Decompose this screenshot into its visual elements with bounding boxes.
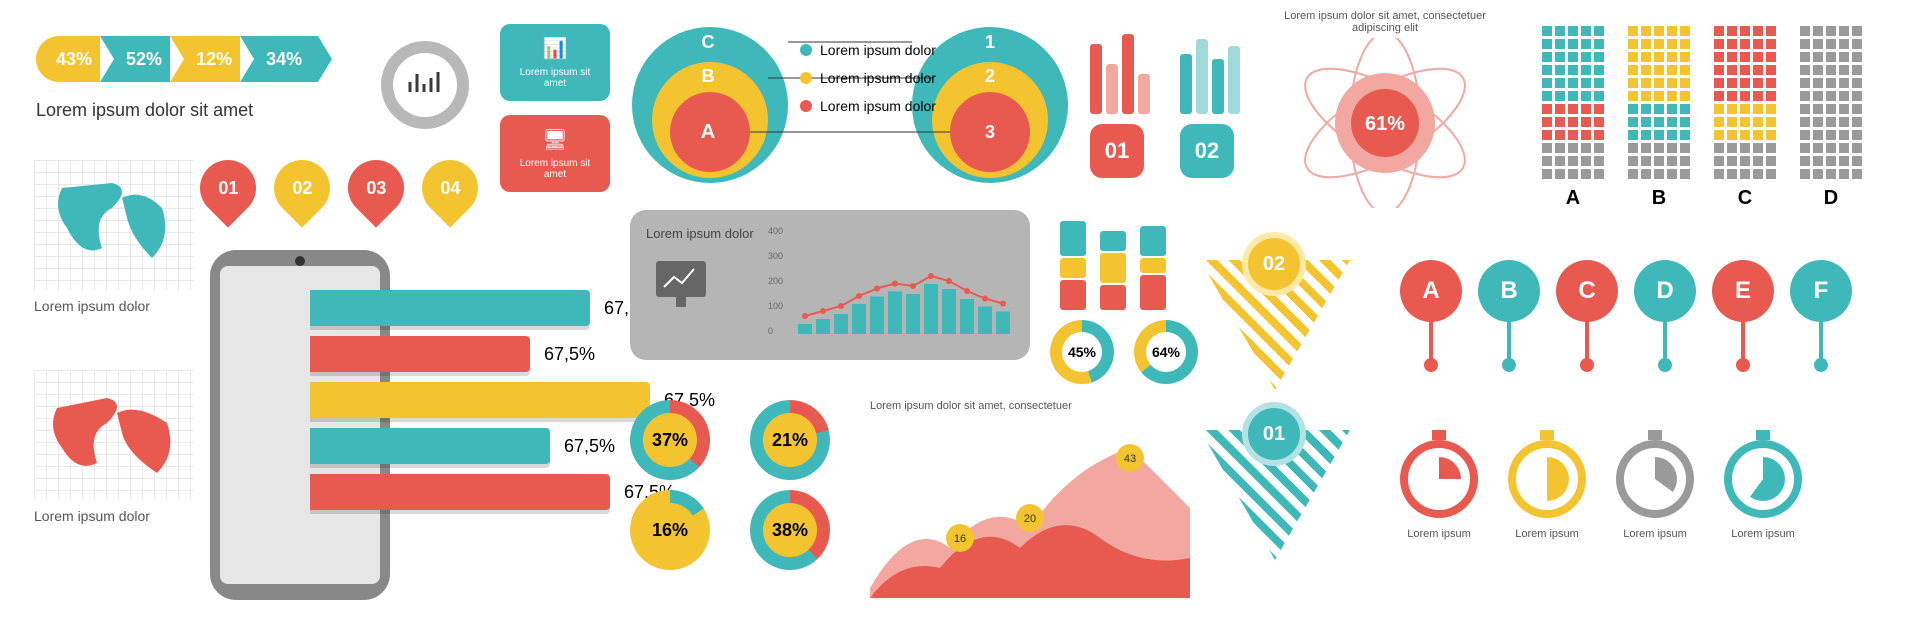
svg-text:100: 100	[768, 301, 783, 311]
triangle-01: 01	[1200, 430, 1350, 560]
info-cards: 📊Lorem ipsum sit amet 🖥Lorem ipsum sit am…	[500, 24, 610, 206]
grid-columns: ABCD	[1530, 26, 1874, 210]
grid-col-B: B	[1624, 26, 1694, 210]
arrow-step-2: 12%	[170, 36, 248, 82]
svg-text:2: 2	[985, 66, 995, 86]
gear-icon	[370, 30, 480, 145]
arrow-step-1: 52%	[100, 36, 178, 82]
grid-col-D: D	[1796, 26, 1866, 210]
vbar-set-0: 01	[1090, 24, 1150, 178]
arrow-step-3: 34%	[240, 36, 318, 82]
letter-pin-E: E	[1712, 260, 1774, 322]
vbar-set-1: 02	[1180, 24, 1240, 178]
svg-text:400: 400	[768, 226, 783, 236]
stopwatch-1: Lorem ipsum	[1508, 440, 1586, 540]
legend-item-2: Lorem ipsum dolor	[800, 98, 936, 114]
small-donut-1: 64%	[1134, 320, 1198, 384]
svg-text:B: B	[702, 66, 715, 86]
pin-01: 01	[188, 148, 267, 227]
stopwatch-0: Lorem ipsum	[1400, 440, 1478, 540]
stacked-bar-0	[1060, 219, 1086, 310]
percentage-donuts: 37%21%16%38%	[630, 400, 850, 570]
dashboard-panel: Lorem ipsum dolor 4003002001000	[630, 210, 1030, 360]
stopwatch-2: Lorem ipsum	[1616, 440, 1694, 540]
stopwatches: Lorem ipsum Lorem ipsum Lorem ipsum Lorem i…	[1400, 440, 1802, 540]
stopwatch-3: Lorem ipsum	[1724, 440, 1802, 540]
svg-text:1: 1	[985, 32, 995, 52]
info-card-1: 🖥Lorem ipsum sit amet	[500, 115, 610, 192]
big-donut-0: 37%	[630, 400, 730, 480]
svg-text:61%: 61%	[1365, 113, 1405, 135]
number-pins: 01020304	[200, 160, 478, 216]
area-chart: Lorem ipsum dolor sit amet, consectetuer…	[870, 400, 1190, 603]
letter-pin-F: F	[1790, 260, 1852, 322]
pin-03: 03	[336, 148, 415, 227]
svg-text:20: 20	[1024, 513, 1036, 525]
triangle-02: 02	[1200, 260, 1350, 390]
small-donuts: 45% 64%	[1050, 320, 1198, 384]
grid-col-A: A	[1538, 26, 1608, 210]
svg-text:200: 200	[768, 276, 783, 286]
grid-col-C: C	[1710, 26, 1780, 210]
svg-text:16: 16	[954, 533, 966, 545]
letter-pin-A: A	[1400, 260, 1462, 322]
pin-04: 04	[410, 148, 489, 227]
map-1: Lorem ipsum dolor	[34, 160, 194, 314]
letter-pins: ABCDEF	[1400, 260, 1852, 322]
arrow-steps: 43%52%12%34% Lorem ipsum dolor sit amet	[36, 36, 310, 121]
svg-text:300: 300	[768, 251, 783, 261]
big-donut-2: 16%	[630, 490, 730, 570]
stacked-bar-2	[1140, 224, 1166, 310]
arrow-step-0: 43%	[36, 36, 108, 82]
vertical-bar-sets: 0102	[1090, 24, 1240, 178]
svg-text:0: 0	[768, 326, 773, 336]
svg-text:3: 3	[985, 122, 995, 142]
svg-text:A: A	[701, 121, 715, 143]
arrow-caption: Lorem ipsum dolor sit amet	[36, 100, 310, 121]
nested-circles: C B A 1 2 3 Lorem ipsum dolor Lorem ipsum…	[630, 20, 1070, 195]
letter-pin-C: C	[1556, 260, 1618, 322]
atom-chart: Lorem ipsum dolor sit amet, consectetuer…	[1270, 10, 1500, 213]
pin-02: 02	[262, 148, 341, 227]
small-donut-0: 45%	[1050, 320, 1114, 384]
stacked-bars	[1060, 210, 1166, 310]
big-donut-3: 38%	[750, 490, 850, 570]
big-donut-1: 21%	[750, 400, 850, 480]
info-card-0: 📊Lorem ipsum sit amet	[500, 24, 610, 101]
letter-pin-D: D	[1634, 260, 1696, 322]
phone-bar-chart: 67,5%67,5%67,5%67,5%67,5%	[210, 250, 390, 600]
svg-text:43: 43	[1124, 453, 1136, 465]
svg-text:C: C	[702, 32, 715, 52]
map-2: Lorem ipsum dolor	[34, 370, 194, 524]
stacked-bar-1	[1100, 229, 1126, 310]
legend-item-1: Lorem ipsum dolor	[800, 70, 936, 86]
letter-pin-B: B	[1478, 260, 1540, 322]
legend-item-0: Lorem ipsum dolor	[800, 42, 936, 58]
